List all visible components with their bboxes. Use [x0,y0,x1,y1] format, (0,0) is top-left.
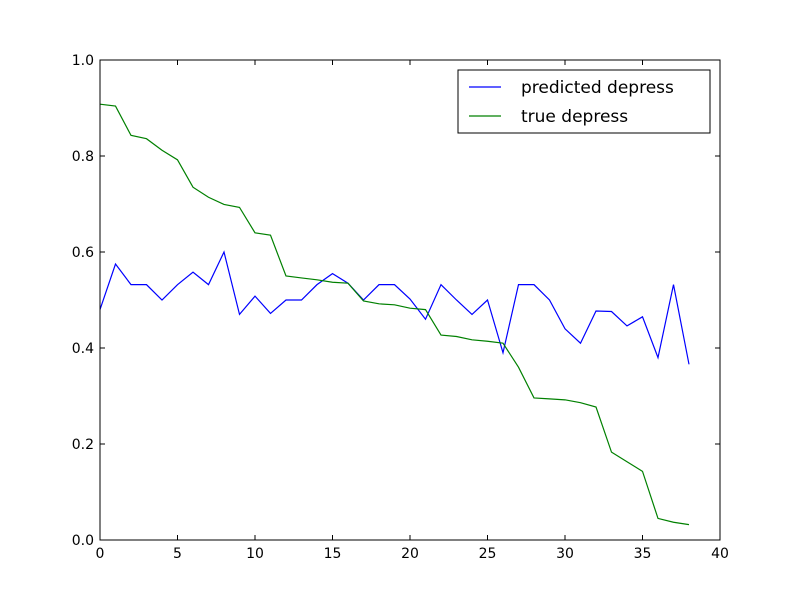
x-tick-label: 20 [401,546,419,562]
ticks-layer: 0 5 10 15 20 25 30 35 40 0.0 0.2 0.4 0.6 0.8 1.0 [72,53,729,562]
x-tick-label: 0 [96,546,105,562]
legend-label-predicted: predicted depress [521,78,674,98]
y-tick-label: 0.8 [72,149,94,165]
series-line-1 [99,103,690,526]
y-tick-label: 0.6 [72,245,94,261]
x-tick-label: 15 [324,546,342,562]
y-tick-label: 1.0 [72,53,94,69]
series-line-0 [99,250,690,365]
y-tick-label: 0.0 [72,533,94,549]
x-tick-label: 35 [634,546,652,562]
x-tick-label: 40 [711,546,729,562]
x-tick-label: 30 [556,546,574,562]
legend-box [457,69,711,134]
legend-label-true: true depress [521,107,628,127]
series-layer [99,103,690,526]
y-tick-label: 0.4 [72,341,94,357]
legend: predicted depress true depress [457,69,711,134]
y-tick-label: 0.2 [72,437,94,453]
x-tick-label: 10 [246,546,264,562]
x-tick-label: 25 [479,546,497,562]
plot-frame [99,59,721,541]
x-tick-label: 5 [173,546,182,562]
